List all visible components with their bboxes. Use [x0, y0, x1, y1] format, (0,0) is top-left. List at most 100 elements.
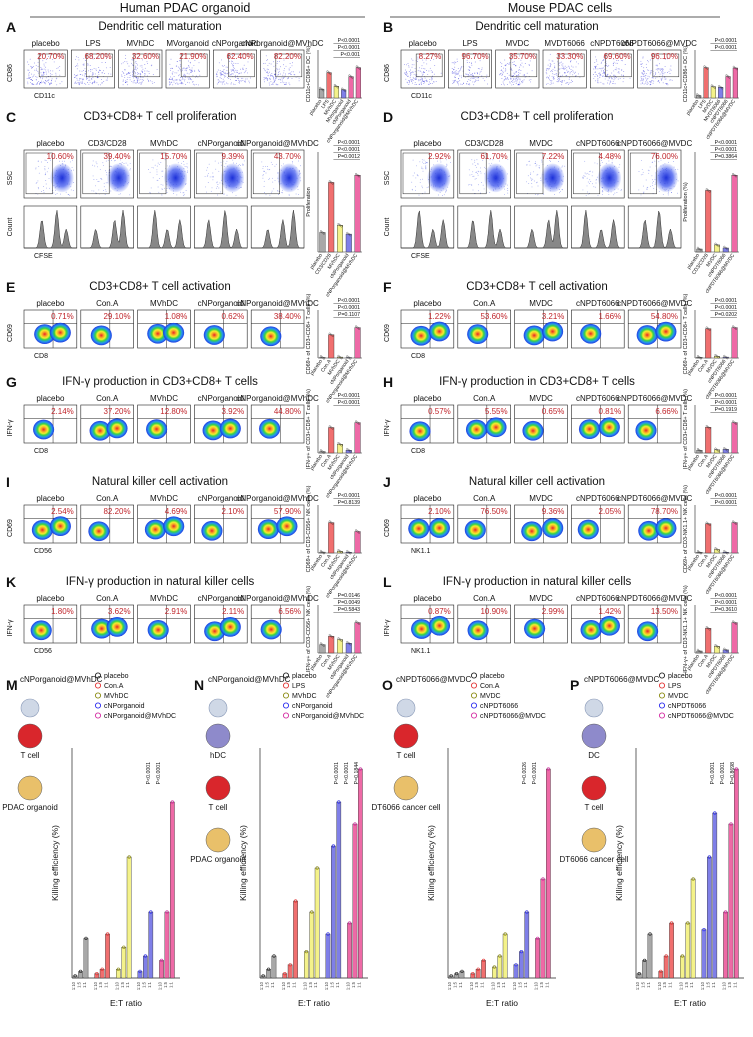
- flow-event-dot: [665, 170, 667, 171]
- flow-event-dot: [238, 73, 240, 75]
- flow-gate: [652, 53, 680, 78]
- flow-event-dot: [642, 73, 644, 75]
- flow-event-dot: [45, 183, 47, 185]
- flow-event-dot: [83, 57, 85, 59]
- bar-2: [337, 224, 344, 253]
- flow-event-dot: [607, 183, 609, 185]
- flow-event-dot: [120, 163, 122, 164]
- flow-event-dot: [568, 84, 569, 86]
- bar-point: [713, 86, 716, 89]
- flow-event-dot: [509, 82, 511, 84]
- bar-point: [735, 327, 738, 330]
- flow-event-dot: [222, 74, 224, 76]
- flow-event-dot: [643, 192, 645, 194]
- gate-percentage: 39.40%: [103, 152, 130, 161]
- flow-event-dot: [557, 81, 559, 83]
- flow-event-dot: [553, 78, 555, 80]
- flow-event-dot: [46, 171, 48, 173]
- flow-event-dot: [470, 74, 472, 76]
- killing-point: [310, 910, 314, 914]
- flow-event-dot: [641, 63, 643, 64]
- flow-event-dot: [136, 67, 138, 69]
- flow-event-dot: [275, 163, 277, 165]
- flow-event-dot: [536, 164, 538, 166]
- flow-event-dot: [459, 70, 461, 72]
- sample-label: cNPDT6066@MVDC: [617, 394, 692, 403]
- flow-event-dot: [507, 173, 508, 175]
- flow-event-dot: [593, 68, 595, 70]
- flow-event-dot: [105, 170, 107, 172]
- flow-event-dot: [218, 62, 220, 64]
- flow-event-dot: [550, 174, 552, 176]
- gate-percentage: 2.14%: [51, 407, 74, 416]
- x-axis-label: CD56: [34, 648, 52, 655]
- flow-event-dot: [178, 74, 180, 76]
- flow-event-dot: [272, 83, 274, 85]
- killing-bar: [728, 823, 734, 979]
- flow-event-dot: [236, 70, 238, 72]
- p-value: P<0.0001: [334, 762, 340, 784]
- sample-label: cNPDT6066@MVDC: [617, 299, 692, 308]
- flow-event-dot: [532, 178, 534, 180]
- flow-event-dot: [270, 63, 272, 65]
- flow-event-dot: [556, 70, 558, 72]
- flow-event-dot: [220, 191, 221, 193]
- killing-point: [729, 822, 733, 826]
- flow-event-dot: [268, 71, 270, 73]
- flow-event-dot: [184, 74, 186, 76]
- flow-density-cloud: [637, 621, 659, 642]
- gate-percentage: 38.40%: [274, 312, 301, 321]
- bar-point: [705, 66, 707, 69]
- flow-event-dot: [584, 176, 586, 177]
- flow-event-dot: [262, 175, 264, 177]
- bar-point: [356, 621, 359, 624]
- flow-event-dot: [528, 65, 530, 66]
- bar-point: [321, 643, 324, 646]
- gate-percentage: 3.21%: [542, 312, 565, 321]
- legend-label: cNPorganoid@MVhDC: [104, 713, 176, 720]
- flow-event-dot: [44, 168, 46, 170]
- flow-event-dot: [126, 74, 128, 75]
- flow-event-dot: [230, 83, 232, 85]
- flow-event-dot: [663, 183, 665, 184]
- flow-event-dot: [483, 188, 485, 190]
- bar-point: [347, 233, 350, 236]
- flow-event-dot: [92, 164, 94, 166]
- flow-density-cloud: [580, 620, 602, 640]
- flow-event-dot: [61, 177, 63, 179]
- bar-point: [346, 231, 349, 234]
- killing-point: [535, 936, 540, 941]
- flow-event-dot: [596, 163, 598, 165]
- flow-event-dot: [460, 69, 462, 71]
- flow-event-dot: [509, 68, 511, 70]
- flow-event-dot: [559, 62, 561, 64]
- flow-event-dot: [77, 74, 79, 76]
- flow-event-dot: [284, 179, 286, 181]
- p-value: P<0.0001: [715, 600, 737, 606]
- flow-event-dot: [454, 63, 456, 65]
- flow-event-dot: [217, 162, 219, 164]
- flow-event-dot: [597, 78, 599, 80]
- flow-event-dot: [410, 75, 412, 77]
- legend-marker: [94, 712, 102, 719]
- flow-event-dot: [191, 69, 193, 71]
- flow-event-dot: [138, 73, 140, 75]
- flow-plot-frame: [118, 49, 163, 89]
- flow-event-dot: [46, 81, 48, 83]
- p-value: P<0.0001: [338, 393, 360, 399]
- flow-event-dot: [558, 64, 560, 66]
- killing-bar: [282, 973, 288, 979]
- flow-event-dot: [410, 69, 411, 71]
- flow-event-dot: [501, 74, 503, 76]
- cell-label: T cell: [585, 803, 604, 812]
- flow-event-dot: [561, 179, 563, 181]
- flow-event-dot: [491, 162, 493, 164]
- flow-event-dot: [224, 64, 225, 66]
- flow-event-dot: [218, 80, 220, 82]
- flow-event-dot: [88, 79, 90, 81]
- flow-event-dot: [103, 186, 105, 188]
- flow-event-dot: [45, 69, 47, 71]
- flow-event-dot: [575, 66, 577, 68]
- flow-event-dot: [512, 62, 514, 64]
- flow-event-dot: [647, 60, 649, 62]
